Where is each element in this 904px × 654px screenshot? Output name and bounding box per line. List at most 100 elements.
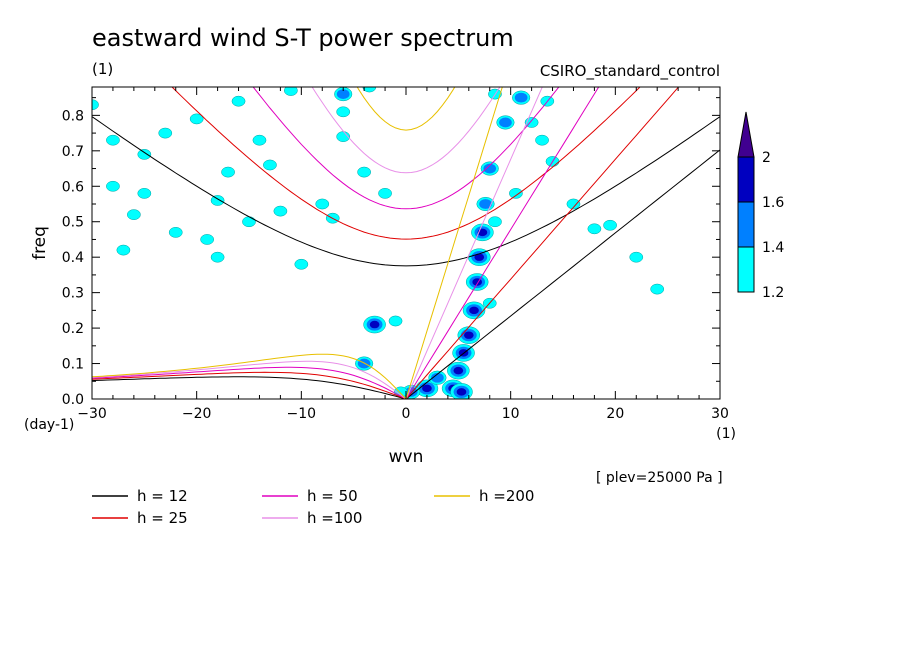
contour-level-1 (221, 166, 235, 178)
spectral-peak (242, 216, 256, 228)
contour-level-3 (422, 384, 432, 393)
plot-frame (91, 86, 721, 400)
spectral-peak (200, 234, 214, 245)
y-tick-label: 0.0 (62, 392, 84, 408)
colorbar-label: 1.2 (762, 285, 784, 301)
rossby-curve (92, 360, 407, 399)
legend-label: h = 50 (307, 487, 358, 505)
colorbar-segment (737, 246, 755, 293)
spectral-peak (284, 87, 298, 96)
contour-level-1 (315, 198, 330, 210)
spectral-peak (629, 251, 644, 263)
y-axis-units: (day-1) (24, 417, 74, 433)
spectral-peak (566, 198, 581, 210)
y-tick-label: 0.3 (62, 286, 84, 302)
contour-level-3 (469, 306, 479, 315)
contour-level-1 (252, 134, 267, 146)
dataset-name: CSIRO_standard_control (540, 62, 720, 81)
spectral-peak (210, 251, 225, 263)
legend-item: h = 25 (92, 509, 188, 527)
x-tick-label: 30 (711, 406, 729, 422)
contour-level-1 (284, 87, 298, 96)
y-tick-label: 0.8 (62, 108, 84, 124)
spectral-peak (189, 113, 204, 125)
contour-level-1 (137, 149, 152, 160)
kelvin-curve (405, 87, 600, 399)
inertio-gravity-curve (92, 116, 720, 267)
contour-level-2 (483, 163, 497, 174)
legend-label: h =200 (479, 487, 534, 505)
legend-item: h = 12 (92, 487, 188, 505)
contour-level-1 (106, 180, 120, 192)
chart-title: eastward wind S-T power spectrum (92, 24, 514, 52)
dispersion-curve-h50 (92, 87, 600, 399)
spectral-peak (603, 219, 617, 231)
contour-level-1 (231, 95, 246, 107)
contour-level-1 (189, 113, 204, 125)
axes-layer: −30 −20 −10 0 10 20 30 0.0 0.1 0.2 0.3 0.4 0.5 0.6 0.7… (62, 87, 729, 422)
legend-label: h =100 (307, 509, 362, 527)
contour-level-1 (210, 195, 225, 206)
spectral-peak (137, 149, 152, 160)
contour-level-3 (369, 320, 380, 329)
contour-fill-layer (92, 87, 665, 399)
spectral-peak (363, 315, 386, 334)
kelvin-curve (405, 149, 720, 399)
spectral-peak (106, 134, 120, 146)
dispersion-curves-layer (92, 87, 720, 399)
colorbar-extend-arrow (737, 111, 755, 158)
rossby-curve (92, 353, 407, 399)
contour-level-1 (587, 223, 602, 235)
contour-level-1 (273, 205, 288, 217)
contour-level-1 (242, 216, 256, 228)
y-tick-label: 0.1 (62, 357, 84, 373)
dispersion-curve-h100 (92, 87, 543, 399)
contour-level-1 (127, 209, 141, 220)
contour-level-1 (603, 219, 617, 231)
legend-label: h = 12 (137, 487, 188, 505)
spectral-peak (509, 188, 523, 199)
contour-level-2 (336, 89, 350, 99)
contour-level-1 (263, 159, 277, 171)
spectral-peak (650, 283, 665, 295)
inertio-gravity-curve (356, 87, 456, 131)
contour-level-1 (535, 134, 549, 146)
spectral-peak (168, 227, 183, 238)
contour-level-1 (629, 251, 644, 263)
dispersion-curve-h12 (92, 116, 720, 399)
rossby-curve (92, 371, 407, 399)
legend: h = 12 h = 25 h = 50 h =100 h =200 (92, 487, 534, 527)
contour-level-1 (388, 315, 403, 327)
spectral-peak (512, 90, 531, 105)
contour-level-2 (431, 372, 444, 383)
x-tick-label: −10 (287, 406, 317, 422)
contour-level-1 (509, 188, 523, 199)
spectral-peak (252, 134, 267, 146)
spectral-peak (471, 223, 494, 242)
y-tick-label: 0.4 (62, 250, 84, 266)
contour-level-2 (499, 117, 512, 128)
inertio-gravity-curve (311, 87, 501, 174)
dispersion-curve-h200 (92, 87, 503, 399)
spectral-peak (450, 383, 473, 399)
contour-level-1 (106, 134, 120, 146)
legend-label: h = 25 (137, 509, 188, 527)
legend-item: h = 50 (262, 487, 358, 505)
spectral-peak (488, 216, 502, 228)
spectral-peak (496, 115, 515, 130)
colorbar-label: 2 (762, 150, 771, 166)
colorbar: 1.2 1.4 1.6 2 (737, 111, 784, 301)
y-tick-label: 0.5 (62, 215, 84, 231)
dispersion-curve-h25 (92, 87, 680, 399)
contour-level-1 (116, 244, 131, 256)
title-units: (1) (92, 60, 113, 78)
rossby-curve (92, 376, 407, 399)
spectral-peak (468, 248, 491, 266)
spectral-peak (127, 209, 141, 220)
spectral-peak (273, 205, 288, 217)
y-axis-label: freq (30, 226, 50, 260)
contour-level-1 (650, 283, 665, 295)
rossby-curve (92, 366, 407, 399)
spectral-peak (221, 166, 235, 178)
spectral-peak (357, 166, 371, 178)
